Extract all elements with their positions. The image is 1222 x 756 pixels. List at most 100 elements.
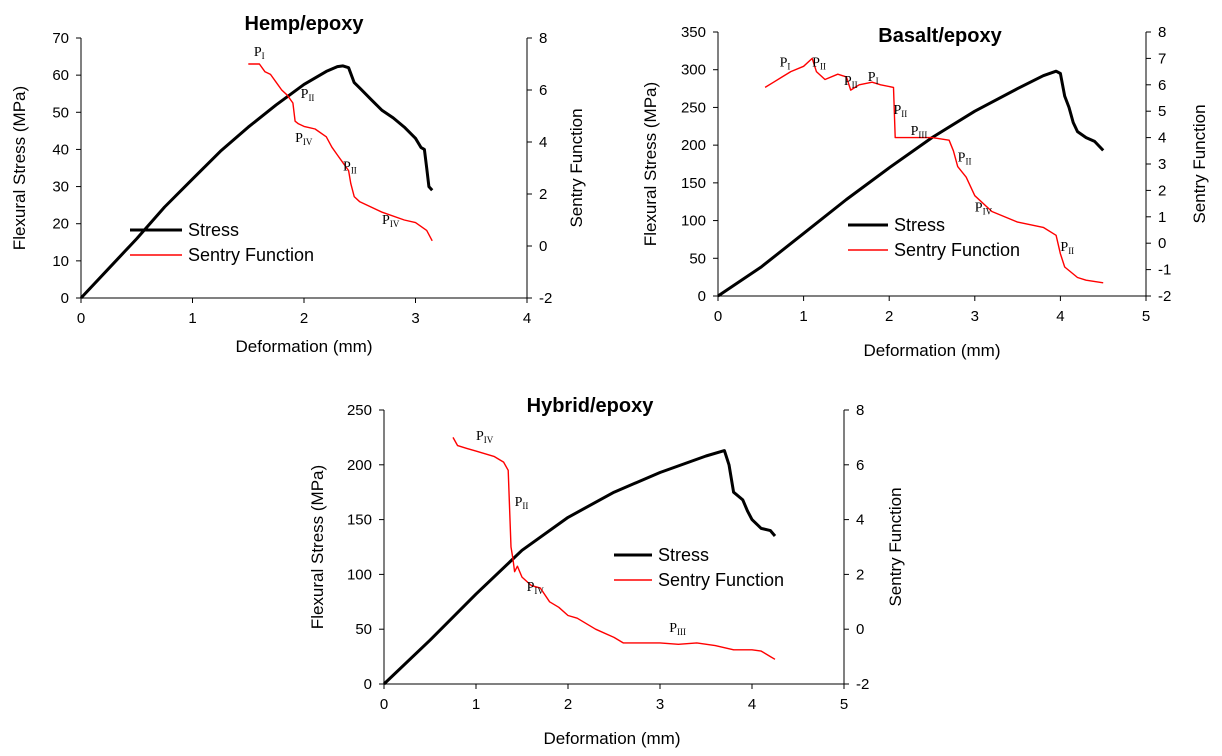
x-tick-label: 1 bbox=[799, 308, 807, 325]
failure-mode-annotation: PIV bbox=[975, 201, 993, 217]
failure-mode-annotation: PIV bbox=[476, 429, 494, 445]
x-tick-label: 3 bbox=[411, 310, 419, 327]
y2-tick-label: 6 bbox=[856, 457, 864, 474]
y2-tick-label: 1 bbox=[1158, 209, 1166, 226]
y2-tick-label: 8 bbox=[1158, 24, 1166, 41]
y-axis-label: Flexural Stress (MPa) bbox=[641, 82, 660, 246]
sentry-function-series-line bbox=[764, 57, 1104, 284]
y2-axis-label: Sentry Function bbox=[567, 108, 586, 227]
y-tick-label: 50 bbox=[52, 104, 69, 121]
x-tick-label: 4 bbox=[748, 696, 756, 713]
chart-hybrid-epoxy: Hybrid/epoxy Deformation (mm) Flexural S… bbox=[308, 395, 905, 748]
failure-mode-annotation: PI bbox=[868, 70, 879, 86]
x-tick-label: 1 bbox=[472, 696, 480, 713]
y-tick-label: 50 bbox=[689, 250, 706, 267]
y2-tick-label: 5 bbox=[1158, 103, 1166, 120]
legend-label: Sentry Function bbox=[188, 245, 314, 265]
failure-mode-annotation: PII bbox=[844, 74, 858, 90]
y2-tick-label: 7 bbox=[1158, 50, 1166, 67]
y-tick-label: 60 bbox=[52, 67, 69, 84]
x-tick-label: 3 bbox=[656, 696, 664, 713]
failure-mode-annotation: PIII bbox=[669, 621, 686, 637]
legend-label: Stress bbox=[188, 220, 239, 240]
y2-tick-label: -1 bbox=[1158, 262, 1171, 279]
y2-tick-label: 2 bbox=[539, 186, 547, 203]
failure-mode-annotation: PII bbox=[343, 160, 357, 176]
failure-mode-annotation: PII bbox=[812, 55, 826, 71]
x-axis-label: Deformation (mm) bbox=[236, 337, 373, 356]
stress-series-line bbox=[717, 69, 1105, 298]
y-tick-label: 350 bbox=[681, 24, 706, 41]
failure-mode-annotation: PIII bbox=[911, 124, 928, 140]
x-tick-label: 4 bbox=[523, 310, 531, 327]
y-tick-label: 200 bbox=[347, 457, 372, 474]
y2-tick-label: 8 bbox=[856, 402, 864, 419]
y-axis-label: Flexural Stress (MPa) bbox=[10, 86, 29, 250]
y2-tick-label: 2 bbox=[1158, 182, 1166, 199]
x-tick-label: 4 bbox=[1056, 308, 1064, 325]
y-tick-label: 20 bbox=[52, 216, 69, 233]
x-tick-label: 5 bbox=[840, 696, 848, 713]
chart-title: Hemp/epoxy bbox=[245, 13, 365, 35]
y-axis-label: Flexural Stress (MPa) bbox=[308, 465, 327, 629]
y-tick-label: 100 bbox=[681, 213, 706, 230]
x-tick-label: 1 bbox=[188, 310, 196, 327]
y-tick-label: 250 bbox=[681, 99, 706, 116]
failure-mode-annotation: PI bbox=[780, 55, 791, 71]
x-axis-label: Deformation (mm) bbox=[864, 341, 1001, 360]
y-tick-label: 70 bbox=[52, 30, 69, 47]
failure-mode-annotation: PIV bbox=[295, 131, 313, 147]
y-tick-label: 40 bbox=[52, 141, 69, 158]
y-tick-label: 150 bbox=[347, 512, 372, 529]
y2-tick-label: 0 bbox=[539, 238, 547, 255]
y2-tick-label: 3 bbox=[1158, 156, 1166, 173]
stress-series-line bbox=[79, 64, 434, 300]
y-tick-label: 150 bbox=[681, 175, 706, 192]
y-tick-label: 300 bbox=[681, 62, 706, 79]
y-tick-label: 0 bbox=[61, 290, 69, 307]
y2-tick-label: 8 bbox=[539, 30, 547, 47]
y2-tick-label: 6 bbox=[1158, 77, 1166, 94]
y2-tick-label: 4 bbox=[539, 134, 547, 151]
y2-tick-label: 0 bbox=[856, 621, 864, 638]
legend-label: Stress bbox=[894, 215, 945, 235]
y2-tick-label: -2 bbox=[539, 290, 552, 307]
failure-mode-annotation: PII bbox=[301, 87, 315, 103]
x-tick-label: 0 bbox=[380, 696, 388, 713]
legend-label: Sentry Function bbox=[658, 570, 784, 590]
x-tick-label: 0 bbox=[77, 310, 85, 327]
y2-axis-label: Sentry Function bbox=[886, 487, 905, 606]
x-tick-label: 2 bbox=[564, 696, 572, 713]
x-axis-label: Deformation (mm) bbox=[544, 729, 681, 748]
stress-series-line bbox=[382, 449, 777, 686]
x-tick-label: 0 bbox=[714, 308, 722, 325]
y2-tick-label: 2 bbox=[856, 566, 864, 583]
y-tick-label: 30 bbox=[52, 179, 69, 196]
y2-tick-label: 4 bbox=[856, 512, 864, 529]
y-tick-label: 50 bbox=[355, 621, 372, 638]
chart-hemp-epoxy: Hemp/epoxy Deformation (mm) Flexural Str… bbox=[10, 13, 586, 356]
y2-tick-label: -2 bbox=[1158, 288, 1171, 305]
legend-label: Stress bbox=[658, 545, 709, 565]
y-tick-label: 0 bbox=[698, 288, 706, 305]
y2-tick-label: -2 bbox=[856, 676, 869, 693]
y2-tick-label: 0 bbox=[1158, 235, 1166, 252]
failure-mode-annotation: PII bbox=[958, 150, 972, 166]
failure-mode-annotation: PIV bbox=[382, 213, 400, 229]
failure-mode-annotation: PII bbox=[1060, 240, 1074, 256]
y2-axis-label: Sentry Function bbox=[1190, 104, 1209, 223]
sentry-function-series-line bbox=[452, 437, 776, 660]
y-tick-label: 200 bbox=[681, 137, 706, 154]
failure-mode-annotation: PII bbox=[515, 495, 529, 511]
failure-mode-annotation: PII bbox=[893, 103, 907, 119]
failure-mode-annotation: PIV bbox=[527, 580, 545, 596]
x-tick-label: 2 bbox=[300, 310, 308, 327]
legend-label: Sentry Function bbox=[894, 240, 1020, 260]
failure-mode-annotation: PI bbox=[254, 45, 265, 61]
chart-title: Basalt/epoxy bbox=[878, 25, 1002, 47]
y-tick-label: 10 bbox=[52, 253, 69, 270]
y2-tick-label: 4 bbox=[1158, 130, 1166, 147]
x-tick-label: 2 bbox=[885, 308, 893, 325]
y2-tick-label: 6 bbox=[539, 82, 547, 99]
